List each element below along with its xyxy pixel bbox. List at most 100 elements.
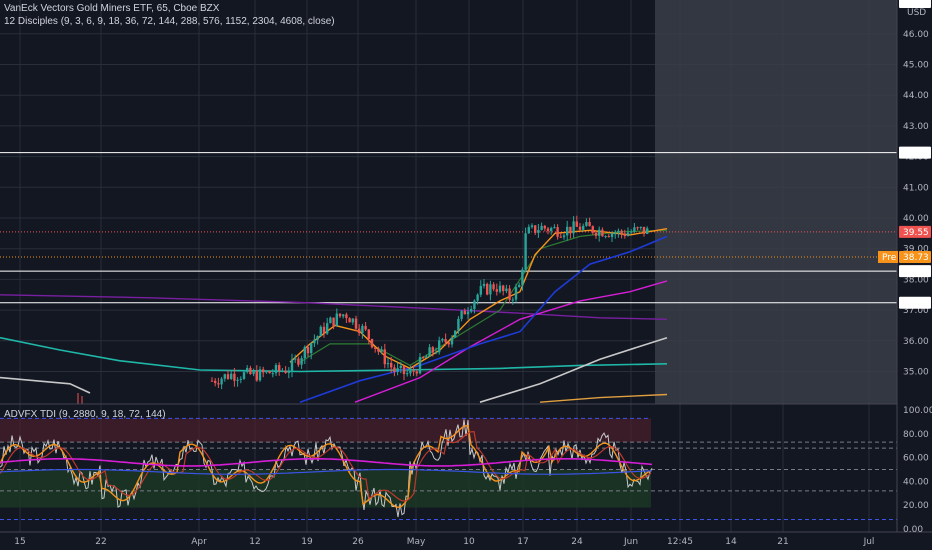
- candle-body: [428, 347, 431, 357]
- time-tick-label: 26: [352, 537, 364, 547]
- price-tag-top: 47.11: [903, 0, 929, 8]
- candle-body: [454, 330, 457, 338]
- price-tag-top-bg: [899, 0, 931, 8]
- candle-body: [626, 232, 630, 236]
- time-tick-label: 17: [517, 537, 528, 547]
- currency-label[interactable]: USD: [907, 8, 926, 18]
- candle-body: [230, 373, 233, 379]
- price-tag-pre-bg: [899, 250, 931, 263]
- horizontal-levels[interactable]: [0, 152, 897, 304]
- price-tag-level: 38.27: [903, 267, 929, 277]
- price-tick-label: 35.00: [903, 368, 929, 378]
- oversold-zone: [0, 469, 651, 508]
- candle-body: [598, 229, 601, 236]
- tdi-signal-line: [0, 430, 652, 502]
- indicator-tick-label: 20.00: [903, 501, 929, 511]
- time-tick-label: 22: [95, 537, 106, 547]
- indicator-tick-label: 40.00: [903, 477, 929, 487]
- ema-gold-line: [539, 393, 668, 403]
- ema-white-line: [0, 376, 91, 394]
- candle-body: [479, 286, 482, 295]
- candle-body: [406, 373, 409, 375]
- candle-body: [502, 285, 505, 291]
- candle-body: [354, 318, 358, 329]
- candle-body: [534, 225, 537, 233]
- candle-body: [636, 227, 639, 229]
- candle-body: [348, 318, 351, 323]
- candle-body: [409, 370, 412, 374]
- candle-body: [217, 383, 220, 385]
- candle-body: [466, 311, 470, 315]
- candle-body: [482, 283, 486, 286]
- candle-body: [498, 285, 502, 292]
- candle-body: [300, 358, 303, 365]
- candle-body: [329, 317, 332, 324]
- ema-magenta-line: [354, 280, 668, 403]
- symbol-legend[interactable]: VanEck Vectors Gold Miners ETF, 65, Cboe…: [4, 3, 220, 14]
- candle-body: [242, 372, 246, 379]
- candle-body: [569, 226, 572, 234]
- price-tag-level: 37.24: [903, 299, 929, 309]
- candle-body: [271, 373, 274, 375]
- candle-body: [239, 378, 242, 380]
- price-tag-current-bg: [899, 225, 931, 238]
- moving-averages: [0, 228, 668, 403]
- candle-body: [562, 235, 566, 238]
- candle-body: [316, 336, 319, 340]
- time-tick-label: 15: [14, 537, 25, 547]
- indicator-legend-12-disciples[interactable]: 12 Disciples (9, 3, 6, 9, 18, 36, 72, 14…: [4, 16, 335, 27]
- candle-body: [441, 339, 444, 341]
- candle-body: [345, 314, 348, 319]
- candle-body: [306, 347, 310, 354]
- time-axis[interactable]: 15 22 Apr 12 19 26 May 10 17 24 Jun 12:45 14 21 Jul: [14, 537, 874, 547]
- candle-body: [310, 343, 313, 354]
- candle-body: [377, 348, 380, 352]
- candle-body: [495, 289, 498, 292]
- price-tick-label: 36.00: [903, 337, 929, 347]
- candle-body: [434, 352, 438, 354]
- price-tick-label: 40.00: [903, 214, 929, 224]
- candle-body: [287, 371, 290, 373]
- time-tick-label: 24: [571, 537, 583, 547]
- indicator-tick-label: 0.00: [903, 525, 923, 535]
- candle-body: [281, 370, 284, 372]
- candle-body: [508, 288, 511, 300]
- candle-body: [646, 228, 649, 234]
- candle-body: [326, 323, 329, 334]
- candle-body: [610, 233, 614, 237]
- price-tick-label: 44.00: [903, 91, 929, 101]
- tdi-band-line: [0, 468, 653, 475]
- candle-body: [290, 359, 294, 372]
- candle-body: [476, 294, 479, 301]
- candle-body: [530, 225, 534, 228]
- candle-body: [540, 225, 543, 231]
- candle-body: [511, 299, 514, 301]
- price-tag-level-bg: [899, 296, 931, 309]
- ema-orange-line: [289, 228, 668, 370]
- candle-body: [604, 236, 607, 238]
- price-tag-level-bg: [899, 146, 931, 159]
- candle-body: [537, 230, 540, 233]
- pre-tag-bg: [878, 250, 898, 263]
- candle-body: [486, 283, 489, 295]
- candle-body: [633, 227, 636, 232]
- candle-body: [550, 228, 553, 232]
- candle-body: [249, 367, 252, 374]
- candle-body: [402, 365, 406, 375]
- candle-body: [361, 325, 364, 333]
- indicator-axis[interactable]: 0.00 20.00 40.00 60.00 80.00 100.00: [903, 406, 932, 535]
- price-tags: 47.11 42.13 39.55 Pre 38.73 38.27 37.24: [878, 0, 931, 309]
- candle-body: [418, 357, 422, 374]
- price-tick-label: 39.00: [903, 245, 929, 255]
- candle-body: [630, 231, 633, 233]
- candle-body: [380, 349, 383, 352]
- candle-body: [214, 380, 217, 384]
- candle-body: [450, 337, 454, 345]
- price-tick-label: 46.00: [903, 30, 929, 40]
- indicator-legend-tdi[interactable]: ADVFX TDI (9, 2880, 9, 18, 72, 144): [4, 409, 166, 420]
- price-tick-label: 41.00: [903, 183, 929, 193]
- candle-body: [559, 236, 562, 238]
- ema-blue-line: [299, 235, 668, 403]
- candle-body: [278, 365, 281, 371]
